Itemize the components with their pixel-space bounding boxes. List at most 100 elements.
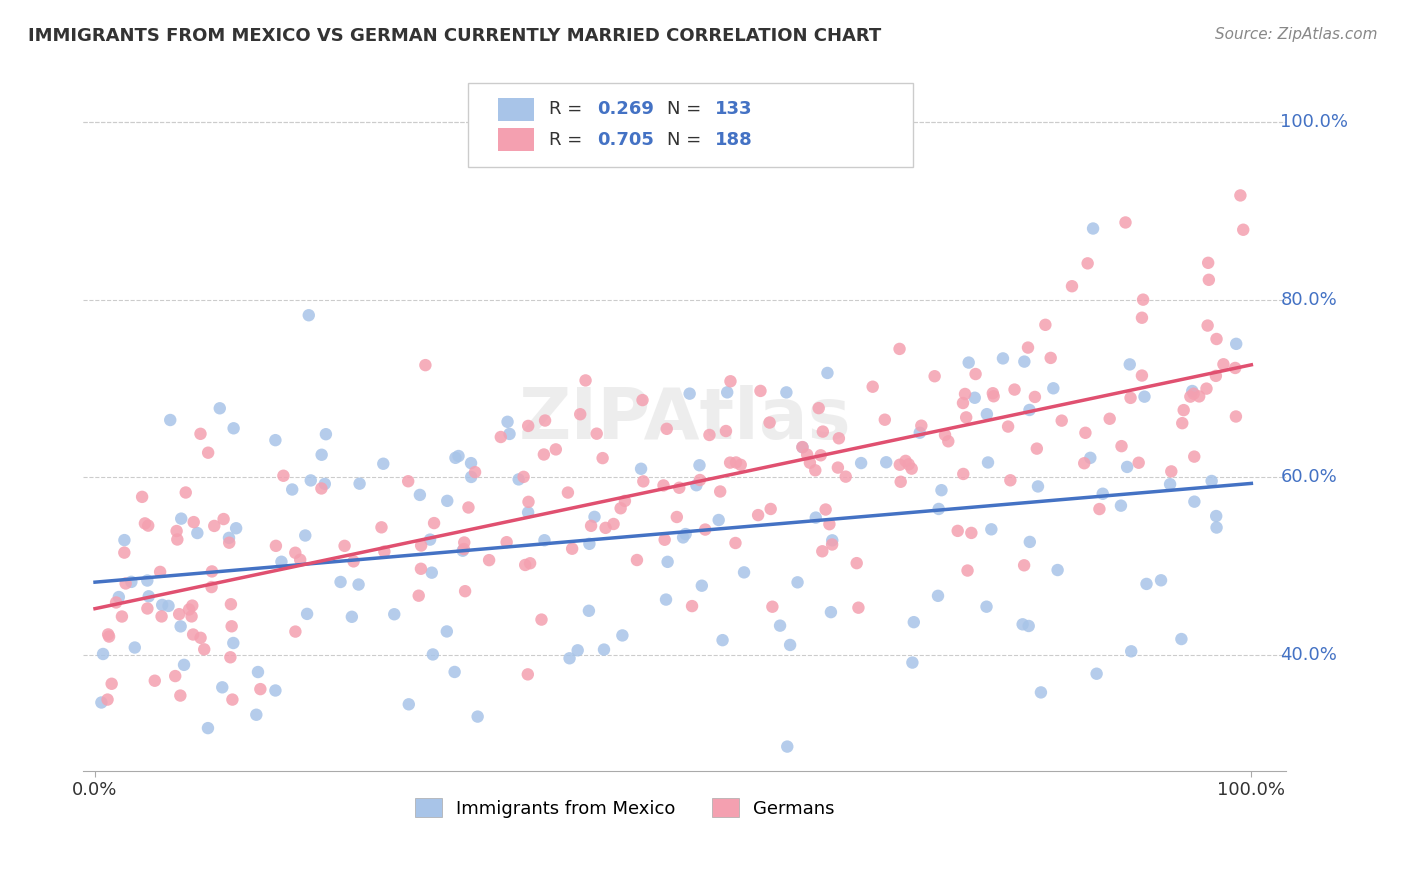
Point bbox=[453, 535, 475, 549]
Point bbox=[495, 535, 517, 549]
Point bbox=[714, 424, 737, 438]
Point bbox=[1109, 499, 1132, 513]
Point bbox=[370, 520, 392, 534]
Point bbox=[1182, 494, 1205, 508]
Point bbox=[1074, 425, 1097, 440]
Point bbox=[630, 462, 652, 476]
Point bbox=[173, 657, 195, 672]
Point bbox=[190, 426, 212, 441]
Point bbox=[724, 536, 747, 550]
Point bbox=[953, 387, 976, 401]
Point bbox=[98, 630, 121, 644]
Point bbox=[1225, 336, 1247, 351]
Point bbox=[688, 458, 710, 473]
Point bbox=[329, 574, 352, 589]
Point bbox=[533, 533, 555, 548]
Point bbox=[578, 604, 600, 618]
Point bbox=[835, 469, 858, 483]
Point bbox=[976, 407, 998, 421]
Point bbox=[730, 458, 752, 472]
Point bbox=[134, 516, 156, 531]
Point bbox=[409, 488, 432, 502]
Point bbox=[512, 470, 534, 484]
Point bbox=[108, 590, 131, 604]
Point bbox=[1025, 442, 1047, 456]
Point bbox=[186, 526, 208, 541]
Point bbox=[478, 553, 501, 567]
Point bbox=[695, 523, 717, 537]
Point bbox=[1114, 215, 1136, 229]
Point bbox=[1018, 535, 1040, 549]
Point bbox=[100, 677, 122, 691]
Point bbox=[699, 428, 721, 442]
Point bbox=[1229, 188, 1251, 202]
Point bbox=[873, 413, 896, 427]
Point bbox=[311, 482, 333, 496]
Text: IMMIGRANTS FROM MEXICO VS GERMAN CURRENTLY MARRIED CORRELATION CHART: IMMIGRANTS FROM MEXICO VS GERMAN CURRENT… bbox=[28, 27, 882, 45]
Point bbox=[799, 456, 821, 470]
Point bbox=[811, 544, 834, 558]
Point bbox=[626, 553, 648, 567]
Point bbox=[202, 519, 225, 533]
Point bbox=[114, 576, 136, 591]
Point bbox=[166, 524, 188, 538]
Text: ZIPAtlas: ZIPAtlas bbox=[519, 385, 851, 454]
Text: R =: R = bbox=[548, 100, 588, 119]
Point bbox=[983, 389, 1005, 403]
Point bbox=[1073, 456, 1095, 470]
Point bbox=[1188, 389, 1211, 403]
Point bbox=[1159, 477, 1181, 491]
Point bbox=[420, 566, 443, 580]
Point bbox=[894, 454, 917, 468]
Point bbox=[934, 428, 956, 442]
Point bbox=[1081, 221, 1104, 235]
Point bbox=[200, 580, 222, 594]
Point bbox=[96, 692, 118, 706]
Point bbox=[294, 528, 316, 542]
Point bbox=[508, 472, 530, 486]
Point bbox=[181, 599, 204, 613]
Text: 100.0%: 100.0% bbox=[1281, 113, 1348, 131]
Point bbox=[444, 450, 467, 465]
Point bbox=[534, 413, 557, 427]
Point bbox=[181, 627, 204, 641]
Point bbox=[602, 516, 624, 531]
Legend: Immigrants from Mexico, Germans: Immigrants from Mexico, Germans bbox=[408, 791, 842, 825]
Point bbox=[956, 564, 979, 578]
Point bbox=[496, 415, 519, 429]
Point bbox=[1035, 318, 1057, 332]
Point bbox=[219, 650, 242, 665]
Point bbox=[264, 683, 287, 698]
Point bbox=[583, 509, 606, 524]
Point bbox=[817, 366, 839, 380]
Point bbox=[222, 636, 245, 650]
Point bbox=[1181, 384, 1204, 398]
Point bbox=[1004, 383, 1026, 397]
Point bbox=[169, 689, 191, 703]
Point bbox=[593, 642, 616, 657]
Point bbox=[761, 599, 783, 614]
Point bbox=[976, 599, 998, 614]
Point bbox=[796, 448, 818, 462]
Point bbox=[1111, 439, 1133, 453]
Point bbox=[828, 431, 851, 445]
Point bbox=[1000, 473, 1022, 487]
Point bbox=[890, 475, 912, 489]
Point bbox=[997, 419, 1019, 434]
Point bbox=[544, 442, 567, 457]
Point bbox=[1197, 318, 1219, 333]
Point bbox=[273, 468, 295, 483]
Point bbox=[689, 473, 711, 487]
Point bbox=[1119, 358, 1142, 372]
Point bbox=[218, 535, 240, 549]
Point bbox=[936, 434, 959, 449]
Point bbox=[965, 367, 987, 381]
Point bbox=[447, 449, 470, 463]
Text: R =: R = bbox=[548, 131, 588, 149]
Point bbox=[1205, 332, 1227, 346]
Point bbox=[222, 421, 245, 435]
Point bbox=[183, 515, 205, 529]
Point bbox=[517, 495, 540, 509]
Text: 40.0%: 40.0% bbox=[1281, 646, 1337, 665]
FancyBboxPatch shape bbox=[468, 83, 914, 167]
